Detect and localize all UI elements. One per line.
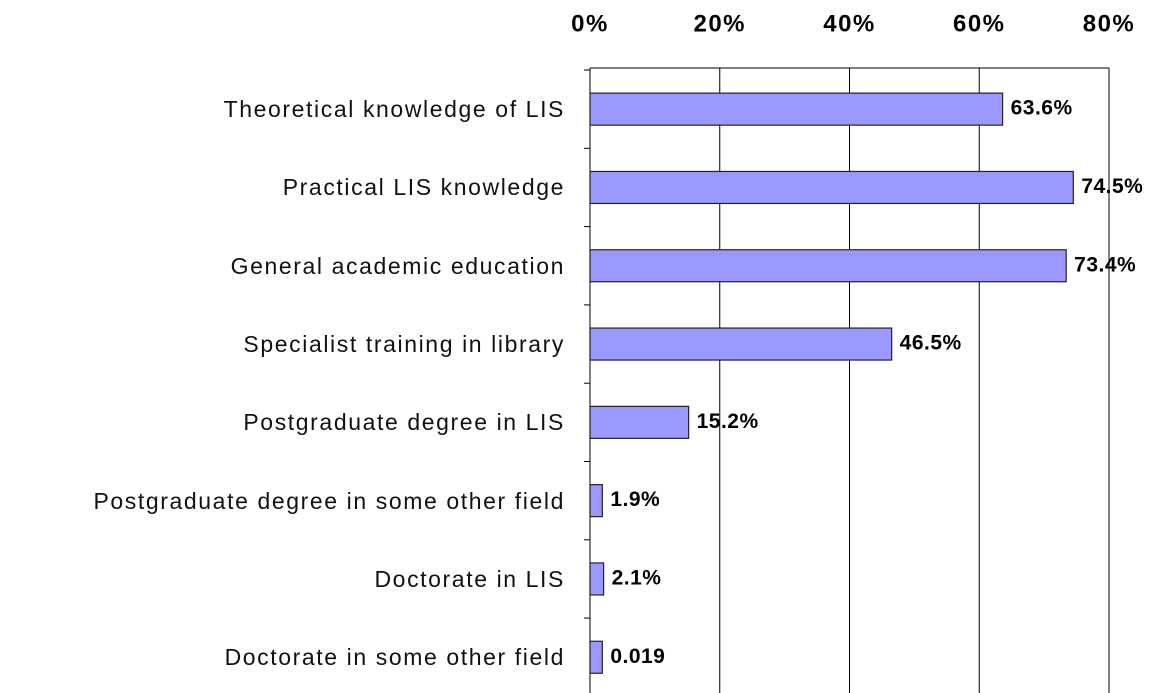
y-tick-label: Theoretical knowledge of LIS xyxy=(223,96,565,123)
value-label: 73.4% xyxy=(1074,253,1136,276)
bar xyxy=(589,484,603,518)
bar xyxy=(589,562,605,596)
x-tick-label: 80% xyxy=(1083,10,1136,37)
value-label: 0.019 xyxy=(610,645,665,668)
bar xyxy=(589,170,1074,205)
y-tick-label: Specialist training in library xyxy=(243,331,565,358)
value-label: 46.5% xyxy=(900,332,962,355)
y-tick-label: Practical LIS knowledge xyxy=(282,174,565,201)
bar xyxy=(589,405,690,439)
y-tick-label: Doctorate in some other field xyxy=(224,644,565,671)
y-tick-label: Postgraduate degree in some other field xyxy=(93,487,565,514)
x-tick-label: 20% xyxy=(693,10,746,37)
value-label: 1.9% xyxy=(610,488,660,511)
x-tick-label: 0% xyxy=(571,10,609,37)
value-label: 15.2% xyxy=(697,410,759,433)
bar xyxy=(589,92,1004,126)
value-label: 63.6% xyxy=(1011,97,1073,120)
bar xyxy=(589,249,1067,283)
y-tick-label: Doctorate in LIS xyxy=(374,565,565,592)
value-label: 74.5% xyxy=(1081,175,1143,198)
y-tick-label: General academic education xyxy=(230,252,565,279)
bar xyxy=(589,327,893,361)
y-tick-label: Postgraduate degree in LIS xyxy=(243,409,565,436)
bar xyxy=(589,640,603,674)
value-label: 2.1% xyxy=(612,566,662,589)
x-tick-label: 60% xyxy=(953,10,1006,37)
x-tick-label: 40% xyxy=(823,10,876,37)
